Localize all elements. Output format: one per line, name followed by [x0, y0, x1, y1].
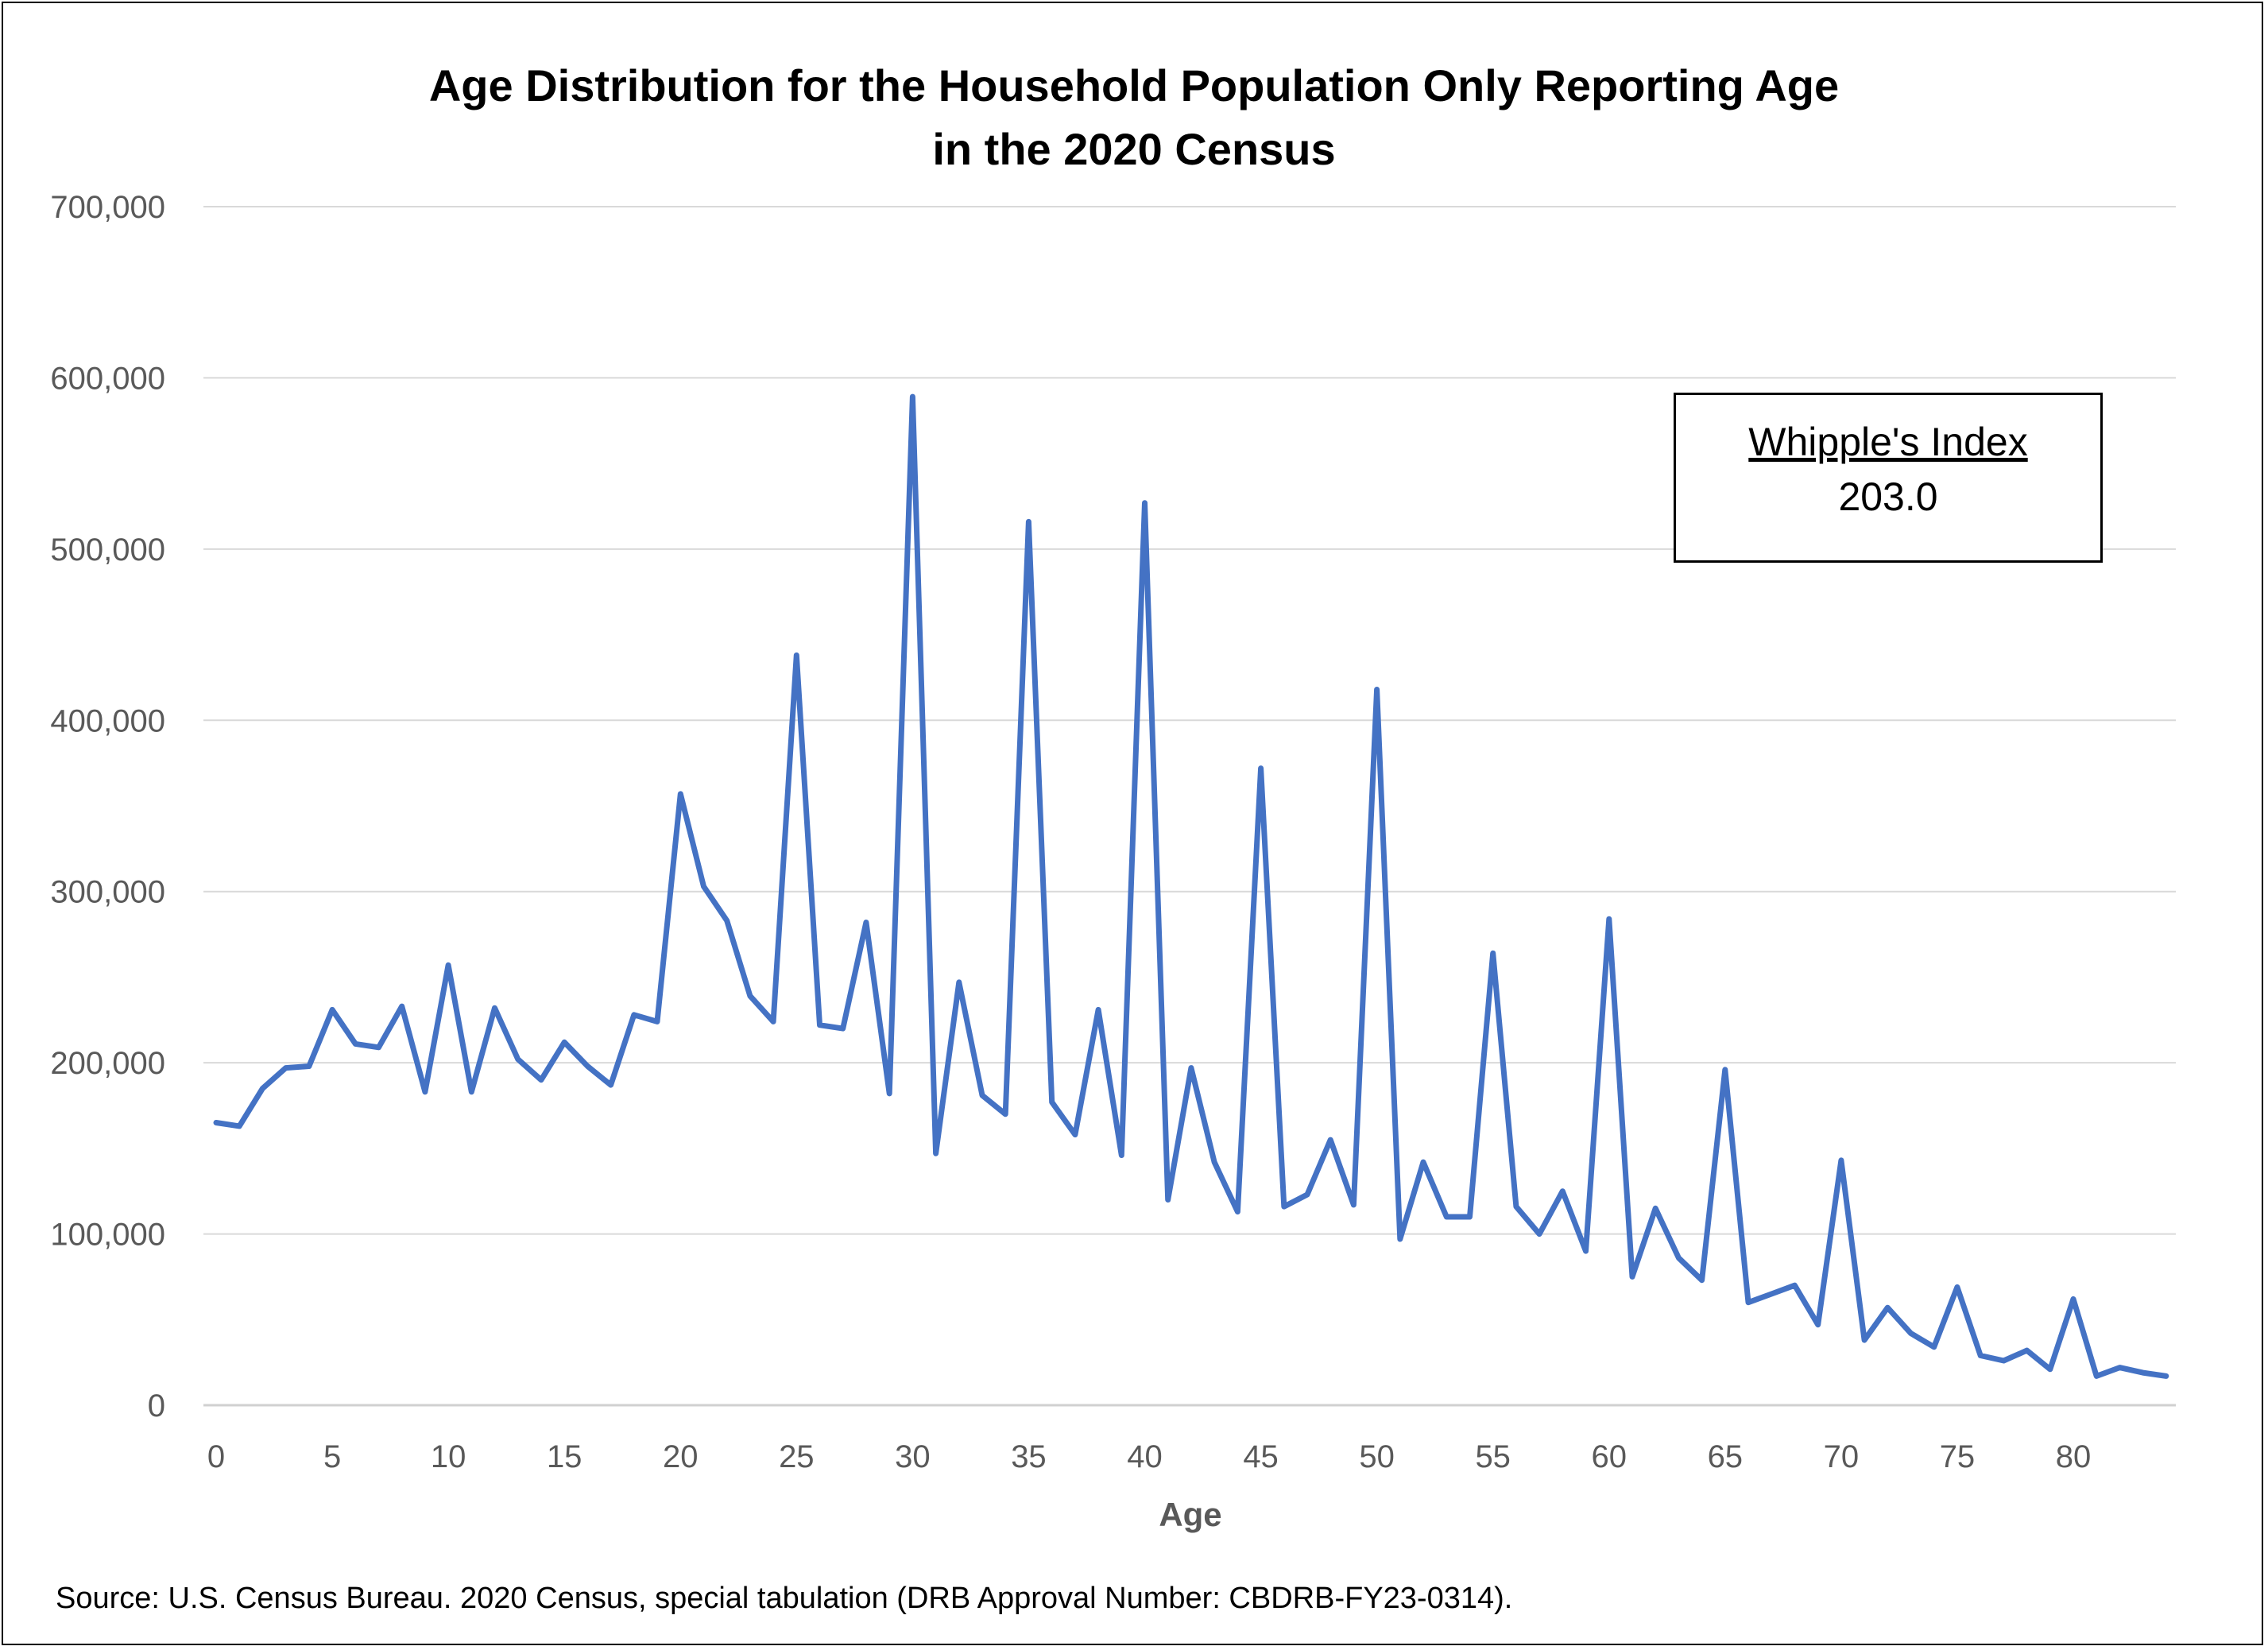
- x-tick-label: 10: [431, 1439, 466, 1474]
- whipples-index-label: Whipple's Index: [1748, 420, 2028, 464]
- x-tick-label: 75: [1940, 1439, 1976, 1474]
- x-tick-label: 35: [1011, 1439, 1047, 1474]
- y-axis-ticks: 0 100,000 200,000 300,000 400,000 500,000 600,…: [50, 190, 165, 1423]
- y-tick-label: 300,000: [50, 875, 165, 910]
- y-tick-label: 100,000: [50, 1218, 165, 1253]
- x-tick-label: 60: [1592, 1439, 1627, 1474]
- x-axis-label: Age: [1159, 1496, 1221, 1533]
- y-tick-label: 200,000: [50, 1046, 165, 1081]
- x-tick-label: 65: [1708, 1439, 1744, 1474]
- x-tick-label: 25: [779, 1439, 815, 1474]
- whipples-index-box: Whipple's Index 203.0: [1674, 393, 2103, 563]
- gridlines: [203, 206, 2176, 1407]
- x-tick-label: 40: [1127, 1439, 1163, 1474]
- x-tick-label: 80: [2056, 1439, 2092, 1474]
- series-line: [213, 393, 2169, 1379]
- whipples-index-value: 203.0: [1838, 474, 1938, 519]
- x-tick-label: 55: [1475, 1439, 1511, 1474]
- x-tick-label: 5: [323, 1439, 341, 1474]
- chart-title-line-1: Age Distribution for the Household Popul…: [428, 60, 1840, 110]
- x-tick-label: 70: [1824, 1439, 1860, 1474]
- x-tick-label: 45: [1243, 1439, 1279, 1474]
- y-tick-label: 600,000: [50, 361, 165, 396]
- y-tick-label: 700,000: [50, 190, 165, 225]
- data-series: [213, 393, 2169, 1379]
- x-tick-label: 50: [1359, 1439, 1395, 1474]
- x-axis-ticks: 0 5 10 15 20 25 30 35 40 45 50 55 60 65 70 75 80: [207, 1439, 2091, 1474]
- y-tick-label: 0: [148, 1389, 165, 1423]
- chart-title: Age Distribution for the Household Popul…: [0, 54, 2268, 181]
- x-tick-label: 30: [895, 1439, 931, 1474]
- chart-title-line-2: in the 2020 Census: [932, 124, 1336, 174]
- y-tick-label: 500,000: [50, 533, 165, 567]
- x-tick-label: 20: [663, 1439, 699, 1474]
- x-tick-label: 15: [547, 1439, 582, 1474]
- source-note: Source: U.S. Census Bureau. 2020 Census,…: [56, 1582, 1513, 1615]
- y-tick-label: 400,000: [50, 703, 165, 738]
- x-tick-label: 0: [207, 1439, 225, 1474]
